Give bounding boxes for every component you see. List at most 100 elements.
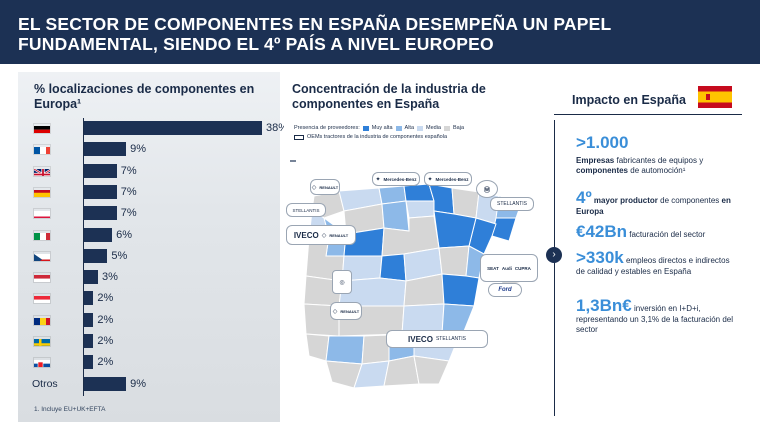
bar-row: 7%: [18, 182, 280, 202]
province-rioja: [405, 200, 435, 219]
stat-empresas-bold-1: Empresas: [576, 156, 615, 165]
bar: [84, 355, 94, 370]
stat-productor-text: 4º mayor productor de componentes en Eur…: [576, 188, 736, 217]
bar-value-label: 38%: [266, 122, 289, 134]
sweden-flag-icon: [33, 336, 51, 347]
stat-productor-bold-1: mayor productor: [591, 196, 658, 205]
bar-value-label: 7%: [120, 207, 137, 220]
footnote: 1. Incluye EU+UK+EFTA: [34, 406, 106, 413]
bar: [84, 291, 94, 306]
legend-title: Presencia de proveedores:: [294, 125, 360, 131]
bar-value-label: 2%: [97, 292, 114, 305]
bar-row: Otros 9%: [18, 374, 280, 394]
poland-flag-icon: [33, 208, 51, 220]
province-zaragoza: [433, 210, 477, 249]
spain-flag-icon: [698, 86, 732, 108]
oem-vw-logo: Ⓦ: [476, 180, 498, 198]
spain-flag-icon: [33, 186, 51, 198]
bar: [84, 227, 113, 242]
bar: [84, 184, 117, 199]
bar-value-label: 7%: [120, 185, 137, 198]
bar-row: 38%: [18, 118, 288, 138]
impact-title: Impacto en España: [572, 93, 686, 107]
bar-value-label: 2%: [97, 313, 114, 326]
oem-renault-logo-2: ◇ RENAULT: [330, 302, 362, 320]
iveco-label: IVECO: [293, 230, 319, 240]
stellantis-label-2: STELLANTIS: [496, 201, 527, 207]
bar-row: 6%: [18, 225, 280, 245]
title-line-2: FUNDAMENTAL, SIENDO EL 4º PAÍS A NIVEL E…: [18, 34, 494, 54]
stat-inversion-value: 1,3Bn€: [576, 296, 632, 315]
legend-swatch-media: [417, 125, 424, 131]
oem-stellantis-logo-2: STELLANTIS: [490, 197, 534, 211]
province-barcelona: [491, 217, 517, 242]
province-huelva: [305, 333, 330, 362]
stat-inversion: 1,3Bn€ inversión en I+D+i, representando…: [576, 296, 736, 335]
bar-value-label: 3%: [102, 271, 118, 284]
stat-empresas-value: >1.000: [576, 133, 629, 152]
stellantis-label: STELLANTIS: [292, 207, 320, 213]
stat-productor-value: 4º: [576, 188, 592, 207]
bar-row: 5%: [18, 246, 280, 266]
province-cordoba: [361, 334, 390, 365]
stat-productor-bold-2: en Europa: [576, 196, 731, 216]
bar: [84, 248, 108, 263]
stat-productor-plain: de componentes: [657, 196, 722, 205]
hungary-flag-icon: [33, 272, 51, 284]
oem-nissan-logo: ◎: [332, 270, 352, 294]
province-huesca: [451, 187, 480, 219]
stat-facturacion-value: €42Bn: [576, 222, 628, 241]
oem-iveco-stellantis-logo: IVECO STELLANTIS: [386, 330, 488, 348]
oem-renault-logo-1: ◇ RENAULT: [310, 179, 340, 195]
europe-bar-chart-panel: % localizaciones de componentes en Europ…: [18, 72, 288, 422]
province-almeria: [413, 355, 450, 385]
impact-vertical-line: [554, 120, 555, 416]
bar: [84, 121, 262, 135]
bar-row: 2%: [18, 331, 280, 351]
bar-row: 2%: [18, 352, 280, 372]
province-teruel: [438, 245, 470, 277]
seat-label: SEAT: [487, 265, 499, 271]
mercedes-label-2: Mercedes-Benz: [435, 176, 469, 182]
map-title: Concentración de la industria de compone…: [292, 82, 486, 111]
legend-oem-row: OEMs tractores de la industria de compon…: [294, 134, 464, 140]
bar-value-label: 9%: [130, 377, 147, 390]
header-banner: EL SECTOR DE COMPONENTES EN ESPAÑA DESEM…: [0, 0, 760, 64]
stat-empleos: >330k empleos directos e indirectos de c…: [576, 248, 736, 277]
stat-empresas: >1.000 Empresas fabricantes de equipos y…: [576, 133, 736, 176]
austria-flag-icon: [33, 293, 51, 305]
stat-facturacion-label: facturación del sector: [627, 230, 706, 239]
spain-map-panel: Concentración de la industria de compone…: [284, 72, 546, 422]
bar-row: 7%: [18, 161, 280, 181]
stat-inversion-label: inversión en I+D+i, representando un 3,1…: [576, 304, 733, 334]
bar-row: 2%: [18, 288, 280, 308]
bar: [84, 142, 127, 157]
stat-productor: 4º mayor productor de componentes en Eur…: [576, 188, 736, 217]
bar-row: 2%: [18, 310, 280, 330]
stat-empresas-plain-1: fabricantes de equipos y: [614, 156, 704, 165]
province-burgos: [381, 200, 410, 232]
bar: [84, 334, 94, 348]
stat-empresas-plain-2: de automoción¹: [628, 166, 686, 175]
next-arrow-button[interactable]: ›: [546, 247, 562, 263]
bar-row: 7%: [18, 203, 280, 223]
france-flag-icon: [33, 144, 51, 156]
oem-mercedes-logo-2: ✦ Mercedes-Benz: [424, 172, 472, 186]
legend-swatch-alta: [395, 125, 402, 131]
province-sevilla: [325, 335, 365, 365]
legend-label-alta: Alta: [404, 125, 415, 131]
oem-mercedes-logo-1: ✦ Mercedes-Benz: [372, 172, 420, 186]
renault-label: RENAULT: [319, 184, 339, 190]
stat-inversion-text: 1,3Bn€ inversión en I+D+i, representando…: [576, 296, 736, 335]
ford-label: Ford: [498, 287, 512, 293]
legend-label-baja: Baja: [453, 125, 465, 131]
italy-flag-icon: [33, 229, 51, 241]
legend-oem-label: OEMs tractores de la industria de compon…: [307, 134, 448, 140]
legend-swatch-muy-alta: [362, 125, 369, 131]
stat-facturacion-text: €42Bn facturación del sector: [576, 222, 736, 241]
renault-label-2: RENAULT: [329, 232, 349, 238]
map-legend: Presencia de proveedores: Muy alta Alta …: [294, 125, 464, 143]
cupra-label: CUPRA: [514, 265, 531, 271]
spain-map: [290, 160, 523, 389]
audi-label: Audi: [501, 265, 512, 271]
